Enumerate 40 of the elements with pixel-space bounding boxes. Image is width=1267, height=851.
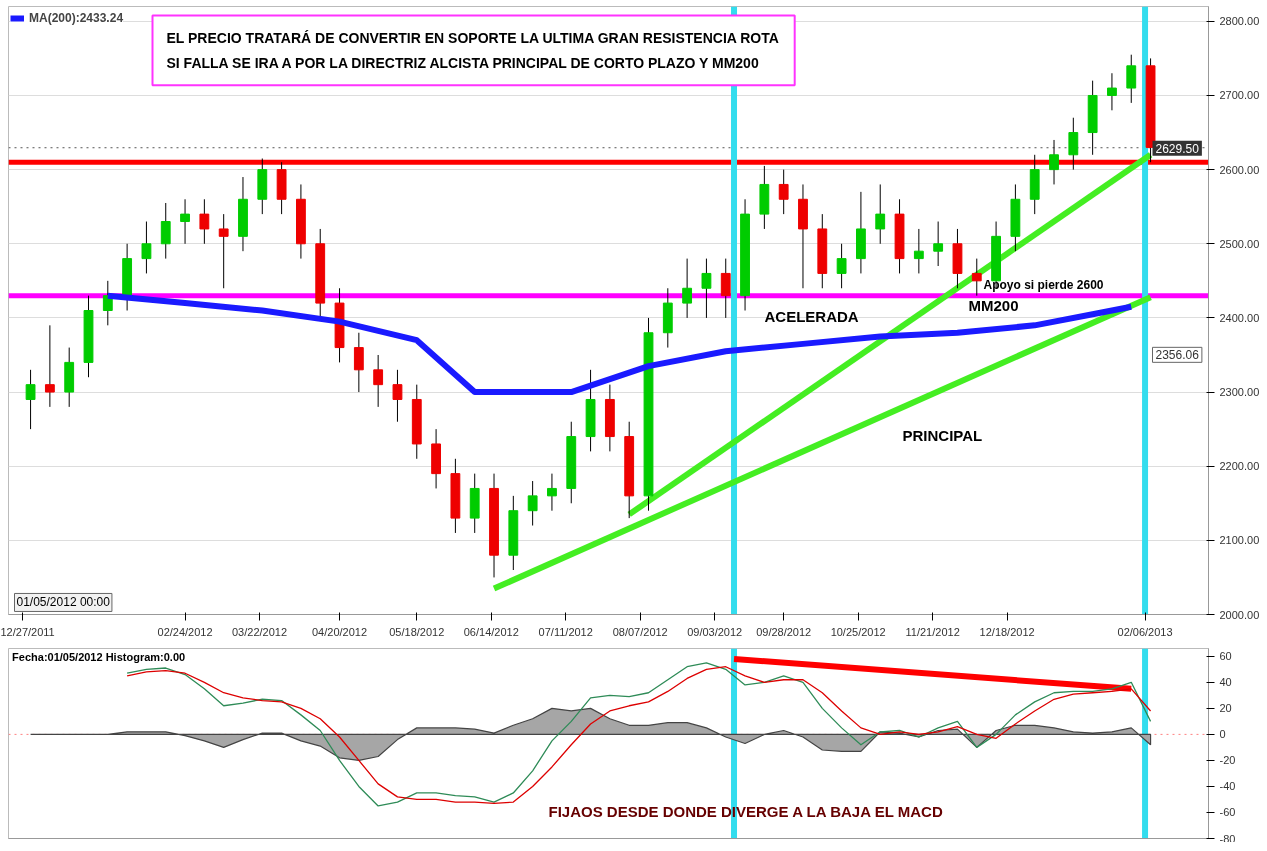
x-tick-label: 12/27/2011 [0, 625, 55, 638]
x-tick-label: 02/06/2013 [1117, 625, 1173, 638]
x-tick-label: 03/22/2012 [232, 625, 288, 638]
ref-line-label: 2629.50 [1155, 141, 1200, 156]
x-tick-label: 05/18/2012 [389, 625, 445, 638]
y-tick-label: 2100.00 [1219, 534, 1260, 547]
x-tick-label: 10/25/2012 [830, 625, 886, 638]
y-tick-label: -80 [1219, 832, 1236, 845]
y-tick-label: 2600.00 [1219, 163, 1260, 176]
x-tick-label: 08/07/2012 [612, 625, 668, 638]
x-tick-label: 06/14/2012 [463, 625, 519, 638]
y-tick-label: 2300.00 [1219, 386, 1260, 399]
y-tick-label: 20 [1219, 702, 1232, 715]
y-tick-label: -60 [1219, 806, 1236, 819]
x-tick-label: 02/24/2012 [157, 625, 213, 638]
y-tick-label: -40 [1219, 780, 1236, 793]
x-tick-label: 11/21/2012 [905, 625, 960, 638]
y-tick-label: 0 [1219, 728, 1226, 741]
annotation: 2356.06 [1155, 348, 1200, 363]
y-tick-label: 2200.00 [1219, 460, 1260, 473]
x-tick-label: 12/18/2012 [979, 625, 1035, 638]
y-tick-label: 40 [1219, 676, 1232, 689]
y-tick-label: 2700.00 [1219, 89, 1260, 102]
y-tick-label: 2800.00 [1219, 15, 1260, 28]
annotation: MM200 [968, 297, 1019, 315]
annotation: ACELERADA [764, 308, 859, 326]
x-tick-label: 09/03/2012 [687, 625, 743, 638]
x-tick-label: 04/20/2012 [312, 625, 368, 638]
annotation: Fecha:01/05/2012 Histogram:0.00 [12, 651, 186, 664]
y-tick-label: 60 [1219, 650, 1232, 663]
x-tick-label: 07/11/2012 [538, 625, 593, 638]
annotation: PRINCIPAL [902, 427, 983, 445]
y-tick-label: 2500.00 [1219, 237, 1260, 250]
annotation: EL PRECIO TRATARÁ DE CONVERTIR EN SOPORTE LA ULTIMA GRAN RESISTENCIA ROTA SI FALLA SE IRA A POR LA DIRECTRIZ ALCISTA PRINCIPAL DE CORTO PLAZO Y MM200 [166, 29, 779, 72]
annotation: 01/05/2012 00:00 [16, 595, 111, 610]
y-tick-label: 2400.00 [1219, 311, 1260, 324]
legend-label: MA(200):2433.24 [29, 11, 124, 25]
x-tick-label: 09/28/2012 [756, 625, 812, 638]
y-tick-label: 2000.00 [1219, 608, 1260, 621]
y-tick-label: -20 [1219, 754, 1236, 767]
